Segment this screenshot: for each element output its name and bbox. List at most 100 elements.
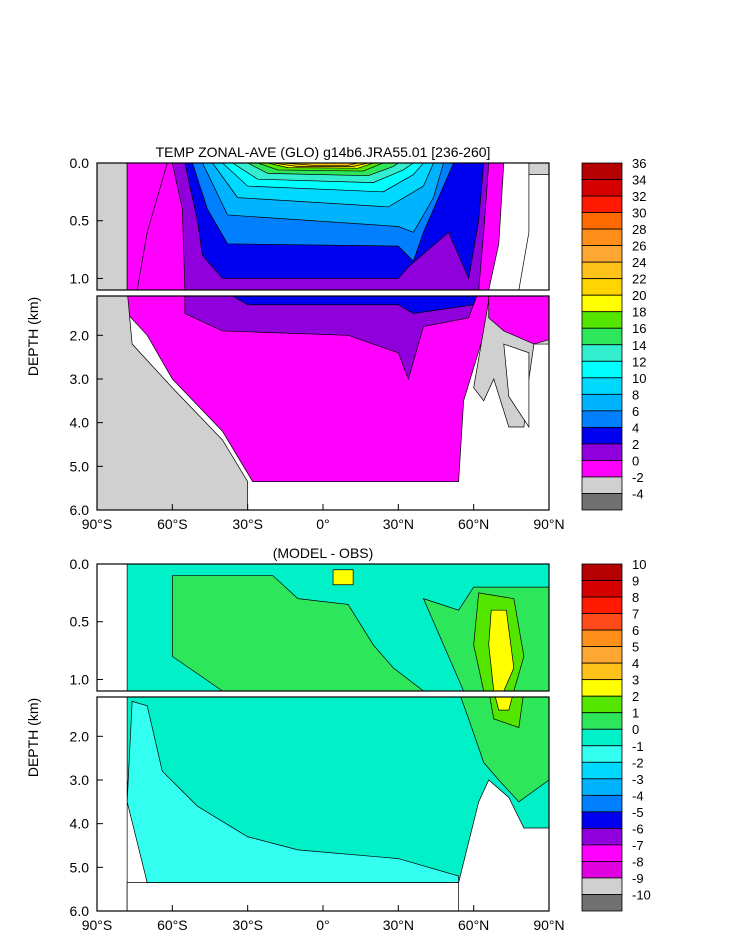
lower-contours — [97, 296, 549, 510]
x-tick-label: 30°N — [383, 516, 414, 532]
bias-band-upper — [488, 609, 515, 691]
colorbar-label: -6 — [632, 821, 644, 836]
x-tick-label: 30°S — [232, 917, 263, 933]
y-axis-label: DEPTH (km) — [25, 297, 41, 376]
colorbar-swatch — [581, 278, 623, 296]
colorbar-swatch — [581, 228, 623, 247]
land-arctic-upper — [528, 163, 549, 175]
colorbar-swatch — [581, 410, 623, 428]
chart-title: (MODEL - OBS) — [273, 545, 374, 561]
colorbar-label: 0 — [632, 453, 639, 468]
colorbar-label: 36 — [632, 156, 646, 171]
y-tick-label: 0.0 — [70, 556, 90, 572]
upper-frame — [96, 563, 550, 692]
colorbar-swatch — [581, 212, 623, 230]
upper-contours — [97, 564, 549, 691]
colorbar-label: -2 — [632, 755, 644, 770]
temperature-panel: TEMP ZONAL-AVE (GLO) g14b6.JRA55.01 [236… — [25, 144, 646, 532]
colorbar-swatch — [581, 629, 623, 648]
colorbar-label: 16 — [632, 321, 646, 336]
y-tick-label: 4.0 — [70, 415, 90, 431]
colorbar-label: 6 — [632, 623, 639, 638]
colorbar-label: 1 — [632, 706, 639, 721]
colorbar-label: 4 — [632, 420, 639, 435]
colorbar-swatch — [581, 162, 623, 180]
temp-band-lower — [232, 296, 478, 314]
colorbar-swatch — [581, 245, 623, 263]
y-axis-label: DEPTH (km) — [25, 698, 41, 777]
y-tick-label: 5.0 — [70, 458, 90, 474]
colorbar-swatch — [581, 261, 623, 280]
y-tick-label: 3.0 — [70, 772, 90, 788]
x-tick-label: 30°S — [232, 516, 263, 532]
colorbar-label: -8 — [632, 854, 644, 869]
colorbar-swatch — [581, 679, 623, 697]
colorbar-label: -9 — [632, 871, 644, 886]
colorbar-label: 4 — [632, 656, 639, 671]
land-antarctica-upper — [97, 163, 128, 290]
colorbar-swatch — [581, 344, 623, 362]
colorbar-label: -7 — [632, 838, 644, 853]
x-tick-label: 0° — [316, 516, 329, 532]
bias-band-lower — [460, 697, 549, 803]
y-tick-label: 6.0 — [70, 903, 90, 919]
colorbar-label: 8 — [632, 387, 639, 402]
missing-region — [503, 343, 530, 429]
chart-title: TEMP ZONAL-AVE (GLO) g14b6.JRA55.01 [236… — [156, 144, 491, 160]
colorbar-label: 10 — [632, 371, 646, 386]
x-tick-label: 60°S — [157, 516, 188, 532]
y-tick-label: 0.5 — [70, 614, 90, 630]
colorbar-label: -4 — [632, 788, 644, 803]
colorbar-label: 8 — [632, 590, 639, 605]
colorbar-label: 28 — [632, 222, 646, 237]
colorbar-swatch — [581, 294, 623, 313]
upper-frame — [96, 162, 550, 291]
x-tick-label: 90°S — [82, 516, 113, 532]
colorbar-swatch — [581, 563, 623, 581]
y-tick-label: 0.0 — [70, 155, 90, 171]
colorbar-label: -10 — [632, 887, 651, 902]
colorbar-swatch — [581, 327, 623, 346]
colorbar-swatch — [581, 426, 623, 445]
colorbar-label: 12 — [632, 354, 646, 369]
colorbar-label: -1 — [632, 739, 644, 754]
colorbar-swatch — [581, 827, 623, 846]
y-tick-label: 5.0 — [70, 859, 90, 875]
colorbar-swatch — [581, 844, 623, 862]
land-antarctica-lower — [97, 697, 128, 911]
colorbar-label: 14 — [632, 338, 646, 353]
bias-band-lower — [494, 697, 513, 711]
colorbar-swatch — [581, 646, 623, 664]
colorbar-label: 6 — [632, 404, 639, 419]
colorbar-swatch — [581, 460, 623, 478]
y-tick-label: 2.0 — [70, 728, 90, 744]
colorbar-swatch — [581, 778, 623, 796]
colorbar-label: 22 — [632, 272, 646, 287]
colorbar-swatch — [581, 476, 623, 494]
colorbar-label: 2 — [632, 437, 639, 452]
colorbar-label: 0 — [632, 722, 639, 737]
x-tick-label: 90°N — [533, 917, 564, 933]
colorbar-swatch — [581, 794, 623, 813]
x-tick-label: 60°N — [458, 516, 489, 532]
colorbar-swatch — [581, 580, 623, 598]
colorbar-label: -2 — [632, 470, 644, 485]
y-tick-label: 1.0 — [70, 671, 90, 687]
lower-contours — [97, 697, 549, 911]
x-tick-label: 30°N — [383, 917, 414, 933]
temp-band-lower — [488, 296, 549, 345]
colorbar-swatch — [581, 443, 623, 461]
colorbar-swatch — [581, 811, 623, 829]
colorbar-swatch — [581, 179, 623, 197]
x-tick-label: 60°N — [458, 917, 489, 933]
colorbar-swatch — [581, 728, 623, 747]
colorbar-swatch — [581, 861, 623, 879]
colorbar-label: 5 — [632, 640, 639, 655]
colorbar-swatch — [581, 695, 623, 714]
colorbar-label: 9 — [632, 574, 639, 589]
temp-band-upper — [126, 163, 168, 290]
colorbar-label: -4 — [632, 486, 644, 501]
x-tick-label: 0° — [316, 917, 329, 933]
y-tick-label: 0.5 — [70, 213, 90, 229]
